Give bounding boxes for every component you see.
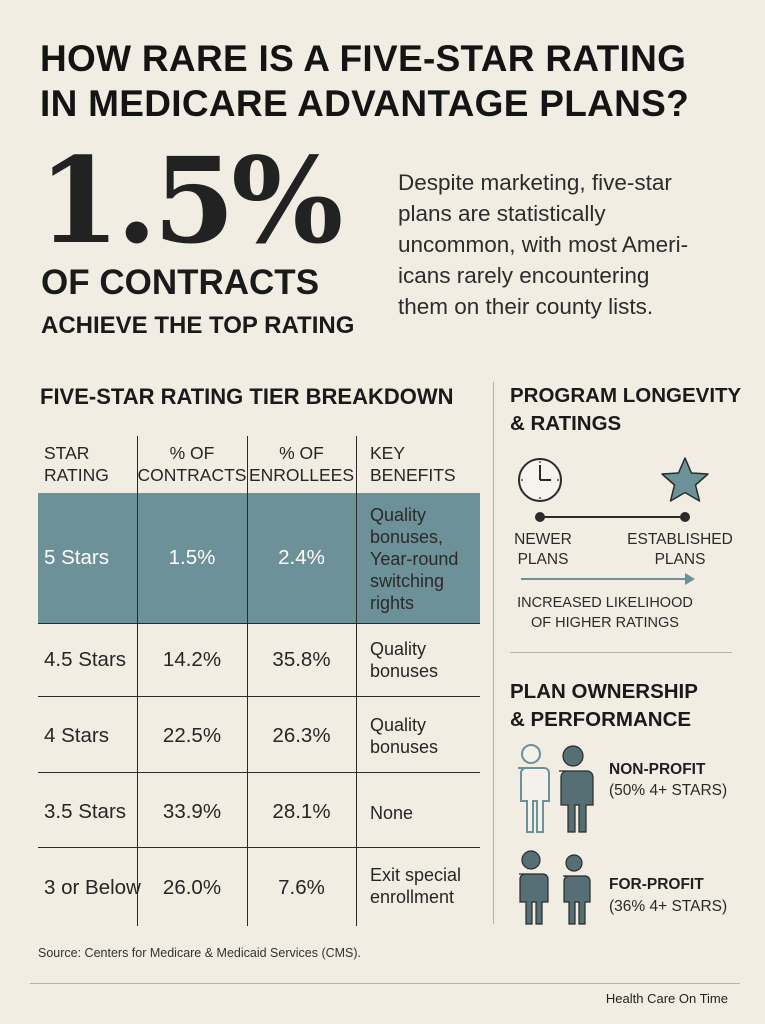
intro-line: uncommon, with most Ameri-: [398, 232, 689, 257]
source-note: Source: Centers for Medicare & Medicaid …: [38, 946, 362, 960]
header-line: RATING: [44, 465, 109, 485]
benefit-line: bonuses: [370, 737, 439, 757]
page-title: HOW RARE IS A FIVE-STAR RATING IN MEDICA…: [40, 36, 740, 126]
benefit-line: Quality: [370, 715, 427, 735]
benefit-line: None: [370, 803, 414, 823]
header-contracts: % OF CONTRACTS: [137, 442, 247, 486]
row-3-5-stars-rating: 3.5 Stars: [44, 800, 127, 823]
arrow-head-icon: [685, 573, 695, 585]
row-4-5-stars-benefits: Quality bonuses: [370, 638, 438, 682]
forprofit-people-icon: [519, 850, 591, 925]
clock-icon: [518, 458, 562, 502]
ownership-title-line: PLAN OWNERSHIP: [510, 680, 698, 703]
label-line: NEWER: [514, 531, 572, 548]
label-line: PLANS: [517, 551, 569, 568]
intro-paragraph: Despite marketing, five-star plans are s…: [398, 167, 728, 322]
ownership-title-line: & PERFORMANCE: [510, 708, 692, 731]
row-3-or-below-benefits: Exit special enrollment: [370, 864, 461, 908]
row-5-stars-contracts: 1.5%: [168, 546, 216, 569]
header-enrollees: % OF ENROLLEES: [247, 442, 356, 486]
intro-line: Despite marketing, five-star: [398, 170, 672, 195]
headline-stat-line-2: ACHIEVE THE TOP RATING: [41, 312, 355, 339]
row-3-or-below-enrollees: 7.6%: [278, 876, 325, 899]
intro-line: plans are statistically: [398, 201, 606, 226]
benefit-line: bonuses: [370, 661, 439, 681]
benefit-line: rights: [370, 593, 415, 613]
row-divider: [38, 847, 480, 848]
label-line: ESTABLISHED: [627, 531, 733, 548]
benefit-line: enrollment: [370, 887, 455, 907]
footer-divider: [30, 983, 740, 984]
row-divider: [38, 696, 480, 697]
row-4-5-stars-contracts: 14.2%: [162, 648, 222, 671]
longevity-title-line: PROGRAM LONGEVITY: [510, 384, 742, 407]
title-line-1: HOW RARE IS A FIVE-STAR RATING: [40, 38, 687, 79]
row-4-5-stars-enrollees: 35.8%: [272, 648, 331, 671]
row-3-5-stars-benefits: None: [370, 802, 413, 824]
column-separator: [493, 382, 494, 924]
row-divider: [38, 772, 480, 773]
row-4-stars-contracts: 22.5%: [162, 724, 222, 747]
connector-dot: [535, 512, 545, 522]
highlight-row-bg: [38, 493, 480, 623]
longevity-title: PROGRAM LONGEVITY & RATINGS: [510, 382, 741, 438]
header-line: KEY: [370, 443, 406, 463]
row-4-stars-enrollees: 26.3%: [272, 724, 331, 747]
nonprofit-detail: (50% 4+ STARS): [609, 782, 728, 799]
title-line-2: IN MEDICARE ADVANTAGE PLANS?: [40, 83, 690, 124]
header-line: BENEFITS: [370, 465, 456, 485]
headline-stat-line-1: OF CONTRACTS: [41, 263, 320, 302]
forprofit-label: FOR-PROFIT: [609, 876, 704, 893]
benefit-line: switching: [370, 571, 445, 591]
benefit-line: Year-round: [370, 549, 459, 569]
forprofit-detail: (36% 4+ STARS): [609, 898, 728, 915]
star-icon: [661, 457, 709, 502]
row-4-stars-rating: 4 Stars: [44, 724, 109, 747]
brand-name: Health Care On Time: [605, 991, 728, 1006]
label-line: INCREASED LIKELIHOOD: [517, 595, 693, 611]
header-star-rating: STAR RATING: [44, 442, 109, 486]
label-line: PLANS: [654, 551, 706, 568]
header-line: % OF: [169, 443, 215, 463]
longevity-graphic: [518, 457, 709, 585]
benefit-line: bonuses,: [370, 527, 444, 547]
established-plans-label: ESTABLISHED PLANS: [626, 530, 734, 570]
headline-stat-value: 1.5%: [38, 131, 343, 270]
row-5-stars-enrollees: 2.4%: [278, 546, 325, 569]
row-3-5-stars-enrollees: 28.1%: [272, 800, 331, 823]
row-3-or-below-contracts: 26.0%: [162, 876, 222, 899]
table-title: FIVE-STAR RATING TIER BREAKDOWN: [40, 384, 454, 409]
row-4-5-stars-rating: 4.5 Stars: [44, 648, 127, 671]
column-divider: [247, 436, 248, 926]
row-3-5-stars-contracts: 33.9%: [162, 800, 222, 823]
longevity-title-line: & RATINGS: [510, 412, 622, 435]
benefit-line: Quality: [370, 505, 427, 525]
connector-dot: [680, 512, 690, 522]
rating-tier-table: STAR RATING % OF CONTRACTS % OF ENROLLEE…: [38, 436, 480, 926]
column-divider: [137, 436, 138, 926]
nonprofit-label: NON-PROFIT: [609, 761, 706, 778]
nonprofit-people-icon: [518, 744, 594, 833]
newer-plans-label: NEWER PLANS: [513, 530, 573, 570]
header-line: STAR: [44, 443, 90, 463]
intro-line: them on their county lists.: [398, 294, 654, 319]
row-divider: [38, 623, 480, 624]
arrow-label: INCREASED LIKELIHOOD OF HIGHER RATINGS: [515, 593, 695, 633]
header-key-benefits: KEY BENEFITS: [370, 442, 456, 486]
column-divider: [356, 436, 357, 926]
row-4-stars-benefits: Quality bonuses: [370, 714, 438, 758]
row-5-stars-benefits: Quality bonuses, Year-round switching ri…: [370, 504, 458, 614]
row-5-stars-rating: 5 Stars: [44, 546, 109, 569]
benefit-line: Quality: [370, 639, 427, 659]
section-divider: [510, 652, 732, 653]
header-line: CONTRACTS: [137, 465, 247, 485]
header-line: ENROLLEES: [248, 465, 355, 485]
benefit-line: Exit special: [370, 865, 462, 885]
ownership-title: PLAN OWNERSHIP & PERFORMANCE: [510, 678, 698, 734]
intro-line: icans rarely encountering: [398, 263, 650, 288]
row-3-or-below-rating: 3 or Below: [44, 876, 141, 899]
header-line: % OF: [279, 443, 324, 463]
label-line: OF HIGHER RATINGS: [531, 615, 679, 631]
